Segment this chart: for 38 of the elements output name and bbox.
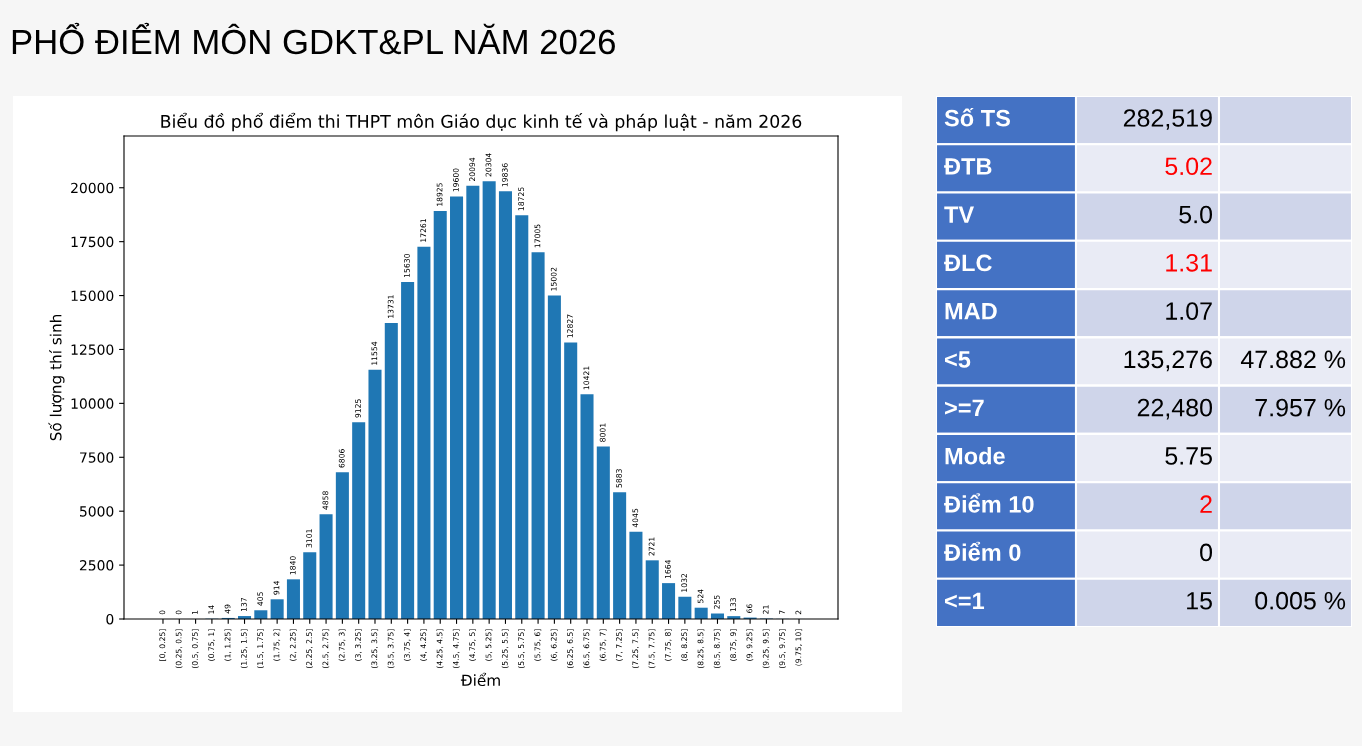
text: 135,276: [1124, 350, 1212, 372]
y-tick-label: 5000: [80, 506, 114, 517]
text: 5.02: [1165, 157, 1212, 176]
text: 0: [1200, 543, 1213, 562]
y-tick-label: 20000: [71, 182, 114, 194]
text: Số TS: [944, 108, 1010, 127]
chart-title: PHỔ ĐIỂM MÔN GDKT&PL NĂM 2026: [12, 22, 615, 55]
text: 0.005 %: [1255, 591, 1346, 610]
text: <5: [944, 351, 971, 368]
text: 15: [1187, 592, 1212, 610]
text: 22,480: [1137, 398, 1213, 420]
text: ĐTB: [944, 158, 992, 175]
x-axis-title: Điểm: [460, 672, 500, 687]
y-tick-label: 17500: [71, 236, 114, 248]
y-tick-label: 15000: [71, 290, 114, 302]
text: MAD: [945, 303, 997, 320]
text: Mode: [945, 447, 1005, 465]
text: Điểm 10: [944, 493, 1034, 513]
text: 47.882 %: [1240, 350, 1346, 369]
chart-subtitle: Biểu đồ phổ điểm thi THPT môn Giáo dục kinh tế và pháp luật - năm 2026: [161, 112, 802, 132]
y-tick-label: 10000: [71, 398, 114, 409]
y-tick-label: 2500: [79, 560, 114, 571]
y-axis-title: Số lượng thí sinh: [48, 314, 65, 441]
text: TV: [944, 206, 975, 223]
text: <=1: [944, 592, 985, 609]
text: 5.75: [1165, 447, 1212, 465]
text: 1.07: [1166, 302, 1212, 320]
text: Điểm 0: [944, 541, 1021, 561]
text: >=7: [944, 399, 984, 416]
y-tick-label: 7500: [80, 452, 114, 463]
y-tick-label: 12500: [71, 344, 114, 355]
text: 7.957 %: [1255, 398, 1346, 417]
text: 2: [1200, 495, 1212, 513]
text: 5.0: [1179, 205, 1213, 224]
text: 282,519: [1123, 109, 1212, 130]
text: 1.31: [1166, 253, 1212, 272]
text: ĐLC: [944, 254, 992, 272]
y-tick-label: 0: [106, 613, 114, 625]
